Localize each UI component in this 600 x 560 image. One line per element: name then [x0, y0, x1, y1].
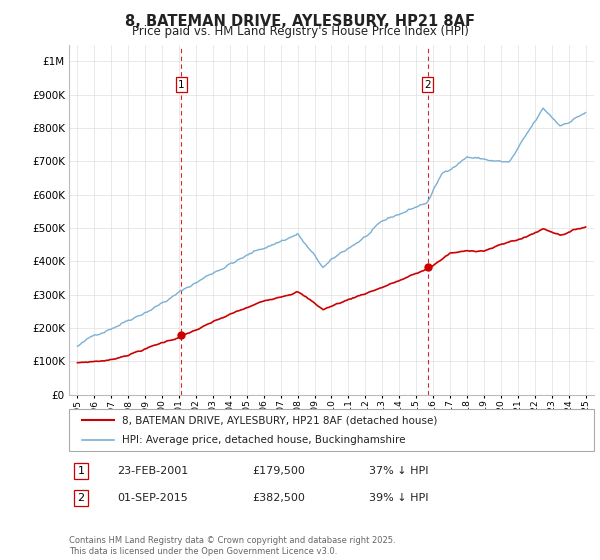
- Text: HPI: Average price, detached house, Buckinghamshire: HPI: Average price, detached house, Buck…: [121, 435, 405, 445]
- Text: 1: 1: [178, 80, 185, 90]
- Text: 37% ↓ HPI: 37% ↓ HPI: [369, 466, 428, 476]
- Text: 8, BATEMAN DRIVE, AYLESBURY, HP21 8AF: 8, BATEMAN DRIVE, AYLESBURY, HP21 8AF: [125, 14, 475, 29]
- Text: Contains HM Land Registry data © Crown copyright and database right 2025.
This d: Contains HM Land Registry data © Crown c…: [69, 536, 395, 556]
- Text: 8, BATEMAN DRIVE, AYLESBURY, HP21 8AF (detached house): 8, BATEMAN DRIVE, AYLESBURY, HP21 8AF (d…: [121, 415, 437, 425]
- Text: 2: 2: [424, 80, 431, 90]
- Text: £179,500: £179,500: [252, 466, 305, 476]
- Text: 23-FEB-2001: 23-FEB-2001: [117, 466, 188, 476]
- Text: £382,500: £382,500: [252, 493, 305, 503]
- Text: Price paid vs. HM Land Registry's House Price Index (HPI): Price paid vs. HM Land Registry's House …: [131, 25, 469, 38]
- Text: 1: 1: [77, 466, 85, 476]
- Text: 2: 2: [77, 493, 85, 503]
- FancyBboxPatch shape: [69, 409, 594, 451]
- Text: 01-SEP-2015: 01-SEP-2015: [117, 493, 188, 503]
- Text: 39% ↓ HPI: 39% ↓ HPI: [369, 493, 428, 503]
